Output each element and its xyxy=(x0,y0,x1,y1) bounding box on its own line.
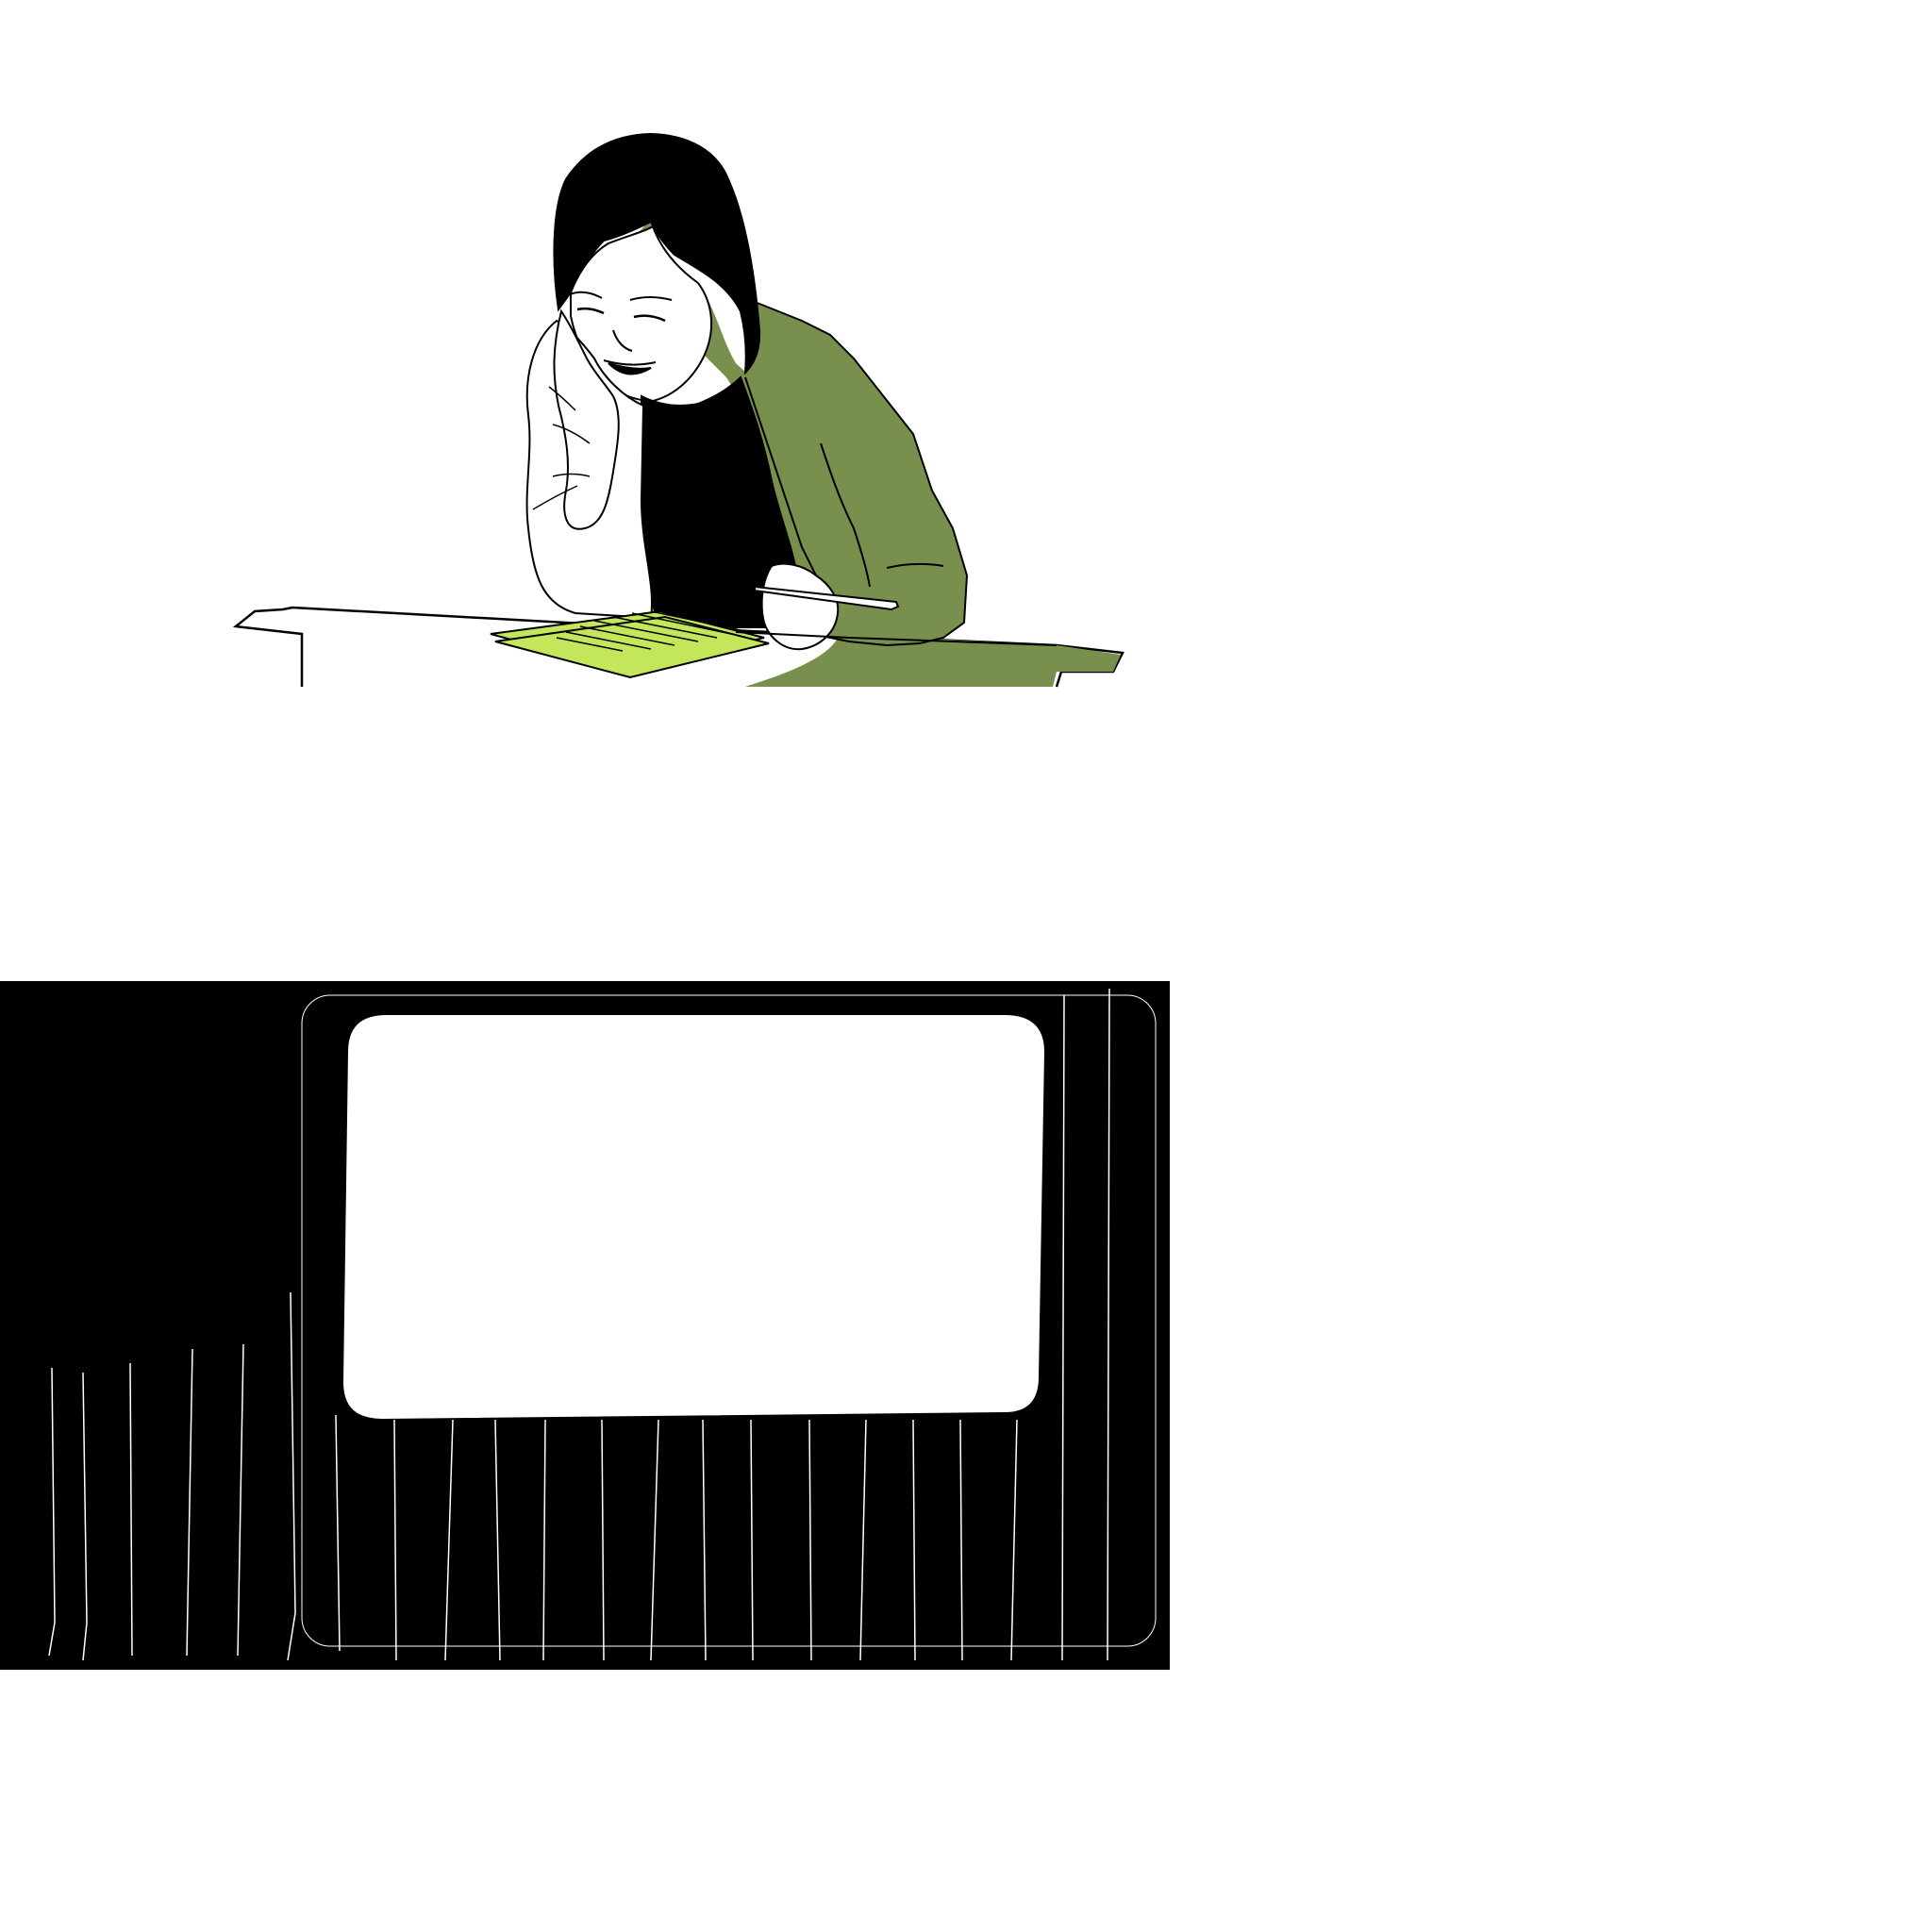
hair xyxy=(553,132,761,375)
desk-shadow-green xyxy=(745,634,1121,687)
sleeve-wrinkle-3 xyxy=(552,473,591,477)
right-sleeve-line-2 xyxy=(886,562,944,569)
panel-stripes xyxy=(48,988,1110,1661)
panel-inner-frame xyxy=(301,994,1157,1647)
backdrop-panel xyxy=(0,981,1170,1670)
right-sleeve-line-1 xyxy=(820,442,871,588)
panel-screen xyxy=(341,1013,1047,1422)
right-eye xyxy=(633,314,666,323)
left-eye xyxy=(576,307,605,315)
sleeve-wrinkle-2 xyxy=(552,424,591,444)
desk-arm-edge xyxy=(735,631,1058,646)
person-illustration xyxy=(232,132,1124,688)
worksheet xyxy=(490,609,770,679)
left-brow xyxy=(569,291,603,299)
worksheet-lines xyxy=(556,610,741,652)
nose xyxy=(612,329,633,352)
mouth xyxy=(608,362,652,375)
sleeve-wrinkle-1 xyxy=(548,386,576,411)
right-brow xyxy=(629,296,673,301)
smile-line xyxy=(603,359,657,366)
pen xyxy=(754,585,900,611)
sleeve-wrinkle-4 xyxy=(532,485,578,510)
worksheet-front-sheet xyxy=(494,615,770,679)
